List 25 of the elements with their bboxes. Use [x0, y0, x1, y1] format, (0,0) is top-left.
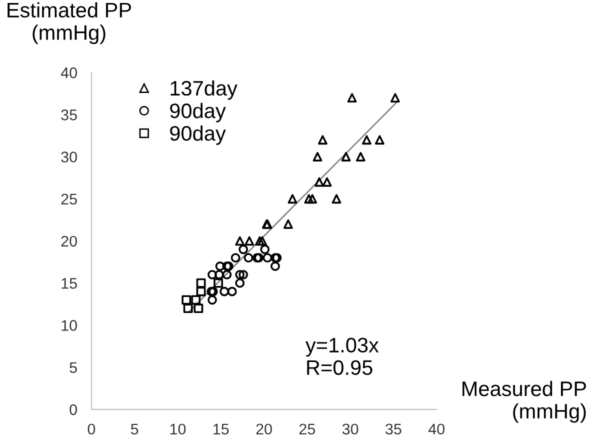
y-tick-label: 40 — [60, 67, 77, 78]
x-tick-label: 5 — [130, 424, 138, 435]
legend-label: 90day — [170, 102, 226, 122]
x-tick-label: 40 — [428, 424, 444, 435]
y-tick-label: 15 — [62, 278, 77, 289]
x-tick-label: 0 — [88, 424, 96, 435]
legend-label: 137day — [170, 80, 238, 100]
y-tick-label: 0 — [70, 404, 77, 416]
x-tick-label: 10 — [170, 424, 186, 435]
y-axis-title: Estimated PP (mmHg) — [8, 2, 132, 44]
y-tick-label: 20 — [61, 236, 77, 247]
y-tick-label: 30 — [61, 152, 77, 162]
x-tick-label: 35 — [386, 424, 402, 435]
y-tick-label: 35 — [61, 110, 77, 120]
x-tick-label: 30 — [342, 424, 358, 435]
annotation: y=1.03x — [305, 338, 379, 357]
y-tick-label: 25 — [61, 194, 77, 205]
x-axis-title: Measured PP (mmHg) — [462, 380, 586, 423]
annotation: R=0.95 — [307, 360, 372, 375]
x-tick-label: 25 — [299, 424, 316, 435]
y-tick-label: 10 — [62, 320, 77, 331]
x-tick-label: 20 — [256, 424, 272, 435]
legend-label: 90day — [170, 125, 226, 145]
y-tick-label: 5 — [70, 362, 77, 373]
x-tick-label: 15 — [214, 424, 229, 435]
